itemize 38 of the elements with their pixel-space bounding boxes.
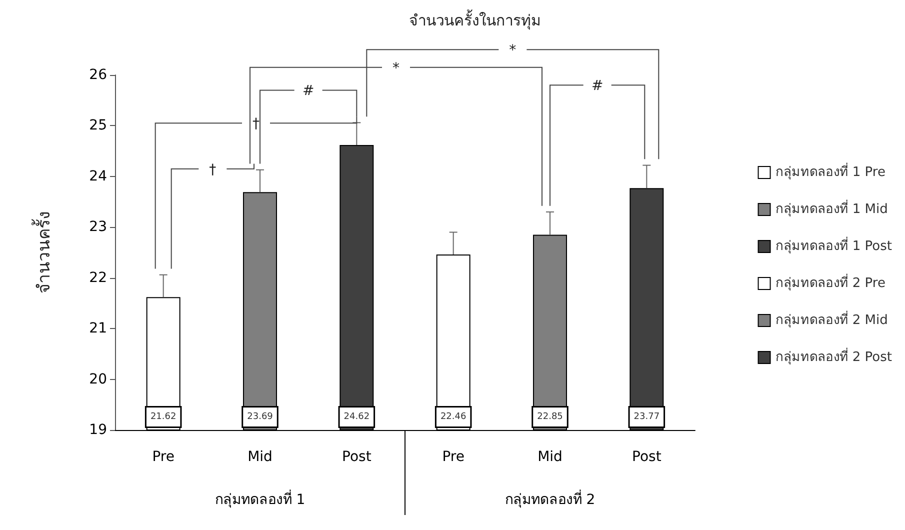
significance-bracket: # — [550, 78, 646, 206]
x-tick-label: Mid — [248, 449, 272, 465]
chart-title: จำนวนครั้งในการทุ่ม — [409, 10, 541, 30]
x-tick-label: Pre — [442, 449, 464, 465]
legend-label: กลุ่มทดลองที่ 1 Post — [775, 237, 892, 254]
data-label: 23.69 — [247, 412, 274, 422]
legend-label: กลุ่มทดลองที่ 2 Mid — [775, 311, 888, 328]
x-tick-label: Post — [342, 449, 372, 465]
x-tick-label: Post — [632, 449, 662, 465]
y-tick-label: 26 — [89, 67, 108, 83]
data-label: 21.62 — [150, 412, 176, 422]
data-label: 22.85 — [537, 412, 563, 422]
y-tick-label: 24 — [89, 168, 108, 184]
x-tick-label: Pre — [152, 449, 174, 465]
legend-label: กลุ่มทดลองที่ 2 Pre — [775, 274, 886, 291]
y-axis-title: จำนวนครั้ง — [32, 212, 54, 294]
y-tick-label: 21 — [89, 320, 107, 337]
legend-label: กลุ่มทดลองที่ 2 Post — [775, 348, 892, 365]
annotation: † — [252, 116, 260, 132]
y-tick-label: 22 — [89, 270, 107, 286]
y-tick-label: 20 — [89, 371, 107, 388]
text: กลุ่มทดลองที่ 2 — [504, 490, 596, 508]
annotation: # — [302, 83, 314, 100]
legend-label: กลุ่มทดลองที่ 1 Pre — [775, 163, 886, 180]
data-label: 24.62 — [344, 412, 370, 422]
data-label: 23.77 — [634, 412, 660, 422]
y-tick-label: 19 — [89, 422, 107, 438]
y-tick-label: 23 — [89, 219, 107, 236]
significance-bracket: # — [260, 83, 358, 164]
annotation: * — [392, 60, 400, 76]
text: กลุ่มทดลองที่ 1 — [214, 490, 306, 508]
annotation: # — [591, 78, 604, 94]
significance-bracket: † — [170, 162, 254, 270]
data-label: 22.46 — [440, 412, 466, 422]
legend-label: กลุ่มทดลองที่ 1 Mid — [775, 200, 888, 217]
y-tick-label: 25 — [89, 118, 107, 134]
annotation: † — [209, 162, 216, 178]
x-tick-label: Mid — [538, 449, 562, 465]
